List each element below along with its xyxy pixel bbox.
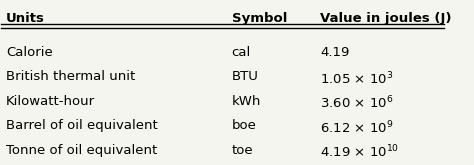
Text: cal: cal (231, 46, 251, 59)
Text: 4.19: 4.19 (320, 46, 349, 59)
Text: Barrel of oil equivalent: Barrel of oil equivalent (6, 119, 157, 132)
Text: Units: Units (6, 13, 45, 25)
Text: 1.05 × 10$^{3}$: 1.05 × 10$^{3}$ (320, 70, 393, 87)
Text: 3.60 × 10$^{6}$: 3.60 × 10$^{6}$ (320, 95, 393, 111)
Text: kWh: kWh (231, 95, 261, 108)
Text: Symbol: Symbol (231, 13, 287, 25)
Text: 6.12 × 10$^{9}$: 6.12 × 10$^{9}$ (320, 119, 393, 136)
Text: British thermal unit: British thermal unit (6, 70, 135, 83)
Text: Tonne of oil equivalent: Tonne of oil equivalent (6, 144, 157, 157)
Text: 4.19 × 10$^{10}$: 4.19 × 10$^{10}$ (320, 144, 399, 161)
Text: toe: toe (231, 144, 253, 157)
Text: Calorie: Calorie (6, 46, 53, 59)
Text: boe: boe (231, 119, 256, 132)
Text: Value in joules (J): Value in joules (J) (320, 13, 452, 25)
Text: Kilowatt-hour: Kilowatt-hour (6, 95, 95, 108)
Text: BTU: BTU (231, 70, 258, 83)
